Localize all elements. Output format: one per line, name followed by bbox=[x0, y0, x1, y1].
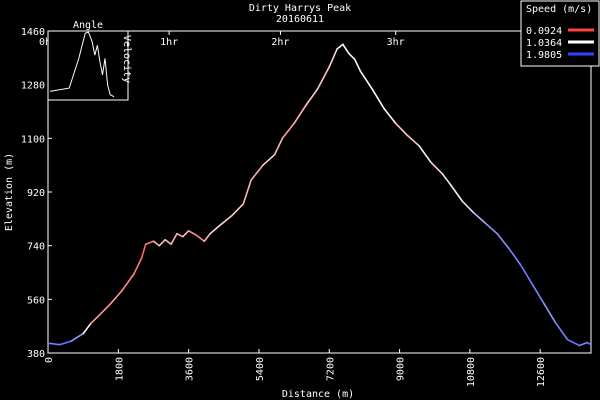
x-tick-label: 3600 bbox=[185, 357, 196, 381]
series-layer bbox=[48, 43, 600, 347]
y-tick-label: 560 bbox=[27, 295, 45, 306]
elevation-segment bbox=[250, 164, 264, 181]
elevation-segment bbox=[347, 52, 356, 61]
elevation-segment bbox=[441, 173, 452, 186]
elevation-segment bbox=[418, 145, 432, 163]
elevation-segment bbox=[158, 238, 166, 247]
x-tick-label: 1800 bbox=[114, 357, 125, 381]
elevation-segment bbox=[406, 134, 420, 147]
elevation-segment bbox=[82, 322, 92, 335]
elevation-segment bbox=[121, 273, 135, 292]
elevation-segment bbox=[304, 88, 319, 107]
elevation-segment bbox=[152, 240, 161, 247]
elevation-segment bbox=[496, 232, 510, 250]
legend-entry-label: 0.0924 bbox=[526, 26, 562, 37]
time-tick-label: 1hr bbox=[160, 37, 178, 48]
elevation-segment bbox=[109, 289, 123, 305]
y-tick-label: 740 bbox=[27, 242, 45, 253]
elevation-segment bbox=[336, 43, 344, 50]
elevation-segment bbox=[328, 48, 338, 68]
elevation-segment bbox=[70, 332, 84, 342]
elevation-segment bbox=[484, 222, 499, 235]
elevation-segment bbox=[176, 232, 184, 238]
legend-title: Speed (m/s) bbox=[526, 4, 592, 15]
elevation-segment bbox=[554, 322, 569, 341]
inset-chart: Angle Velocity bbox=[47, 20, 132, 101]
elevation-segment bbox=[203, 232, 211, 242]
elevation-segment bbox=[98, 302, 112, 317]
elevation-segment bbox=[519, 264, 534, 286]
elevation-segment bbox=[461, 200, 475, 214]
inset-ylabel: Velocity bbox=[121, 35, 132, 83]
elevation-segment bbox=[262, 153, 276, 166]
x-tick-label: 10800 bbox=[466, 357, 477, 387]
elevation-segment bbox=[230, 203, 245, 217]
time-tick-label: 3hr bbox=[387, 37, 405, 48]
x-tick-label: 5400 bbox=[255, 357, 266, 381]
elevation-segment bbox=[383, 107, 397, 125]
elevation-segment bbox=[141, 243, 147, 259]
y-tick-label: 380 bbox=[27, 349, 45, 360]
inset-line bbox=[49, 31, 115, 98]
elevation-segment bbox=[273, 137, 284, 156]
elevation-segment bbox=[182, 230, 190, 238]
elevation-segment bbox=[316, 66, 331, 90]
x-tick-label: 7200 bbox=[325, 357, 336, 381]
legend-entry-label: 1.0364 bbox=[526, 38, 562, 49]
elevation-segment bbox=[219, 215, 233, 227]
elevation-segment bbox=[531, 283, 545, 305]
elevation-segment bbox=[566, 338, 581, 347]
inset-frame bbox=[47, 30, 129, 101]
elevation-segment bbox=[449, 183, 463, 202]
chart-title: Dirty Harrys Peak bbox=[249, 3, 351, 14]
elevation-segment bbox=[187, 230, 198, 236]
chart-subtitle: 20160611 bbox=[276, 14, 324, 25]
ticks-layer: 0 1800 3600 5400 7200 9000 10800 12600 380 560 740… bbox=[21, 27, 547, 387]
elevation-segment bbox=[359, 70, 374, 90]
elevation-segment bbox=[90, 314, 100, 325]
inset-title: Angle bbox=[73, 20, 103, 31]
elevation-segment bbox=[429, 161, 444, 175]
elevation-segment bbox=[586, 341, 591, 346]
elevation-segment bbox=[293, 104, 307, 125]
time-tick-label: 2hr bbox=[271, 37, 289, 48]
elevation-segment bbox=[133, 256, 143, 275]
elevation-segment bbox=[595, 346, 600, 347]
elevation-segment bbox=[342, 43, 350, 55]
elevation-segment bbox=[578, 341, 588, 347]
y-tick-label: 1280 bbox=[21, 81, 45, 92]
elevation-segment bbox=[508, 247, 522, 266]
legend-entry-label: 1.9805 bbox=[526, 50, 562, 61]
elevation-segment bbox=[144, 240, 155, 245]
elevation-segment bbox=[353, 58, 362, 73]
elevation-segment bbox=[543, 302, 557, 325]
y-tick-label: 1460 bbox=[21, 27, 45, 38]
elevation-segment bbox=[48, 342, 61, 346]
y-tick-label: 1100 bbox=[21, 134, 45, 145]
elevation-segment bbox=[170, 232, 178, 245]
x-axis-label: Distance (m) bbox=[282, 389, 354, 400]
y-axis-label: Elevation (m) bbox=[4, 153, 15, 231]
elevation-segment bbox=[209, 224, 221, 235]
elevation-segment bbox=[394, 122, 409, 137]
elevation-segment bbox=[195, 234, 206, 242]
elevation-segment bbox=[164, 238, 172, 245]
y-tick-label: 920 bbox=[27, 188, 45, 199]
elevation-segment bbox=[371, 88, 385, 110]
x-tick-label: 9000 bbox=[396, 357, 407, 381]
elevation-segment bbox=[281, 122, 295, 140]
x-tick-label: 0 bbox=[44, 357, 55, 363]
elevation-segment bbox=[58, 340, 73, 346]
x-tick-label: 12600 bbox=[536, 357, 547, 387]
elevation-segment bbox=[242, 179, 252, 205]
elevation-segment bbox=[472, 212, 487, 225]
